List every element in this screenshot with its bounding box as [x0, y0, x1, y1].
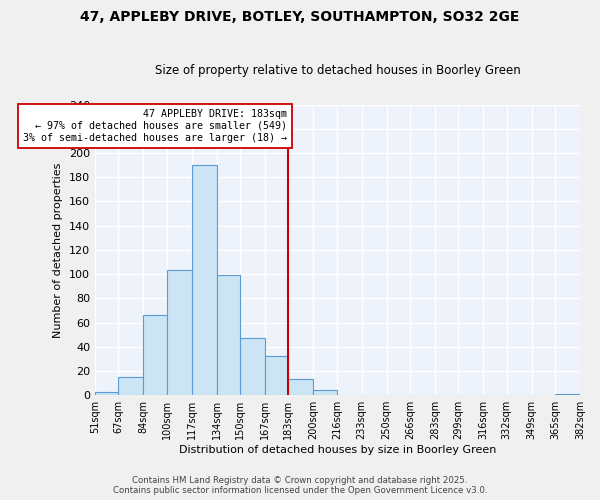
Title: Size of property relative to detached houses in Boorley Green: Size of property relative to detached ho…: [155, 64, 520, 77]
Text: 47, APPLEBY DRIVE, BOTLEY, SOUTHAMPTON, SO32 2GE: 47, APPLEBY DRIVE, BOTLEY, SOUTHAMPTON, …: [80, 10, 520, 24]
Text: Contains HM Land Registry data © Crown copyright and database right 2025.
Contai: Contains HM Land Registry data © Crown c…: [113, 476, 487, 495]
Bar: [313, 390, 337, 395]
Bar: [217, 276, 240, 395]
Bar: [191, 165, 217, 395]
Bar: [265, 356, 289, 395]
Bar: [555, 394, 580, 395]
Bar: [143, 316, 167, 395]
Bar: [118, 377, 143, 395]
X-axis label: Distribution of detached houses by size in Boorley Green: Distribution of detached houses by size …: [179, 445, 496, 455]
Bar: [240, 338, 265, 395]
Text: 47 APPLEBY DRIVE: 183sqm
← 97% of detached houses are smaller (549)
3% of semi-d: 47 APPLEBY DRIVE: 183sqm ← 97% of detach…: [23, 110, 287, 142]
Bar: [289, 380, 313, 395]
Bar: [95, 392, 118, 395]
Bar: [167, 270, 191, 395]
Y-axis label: Number of detached properties: Number of detached properties: [53, 162, 64, 338]
